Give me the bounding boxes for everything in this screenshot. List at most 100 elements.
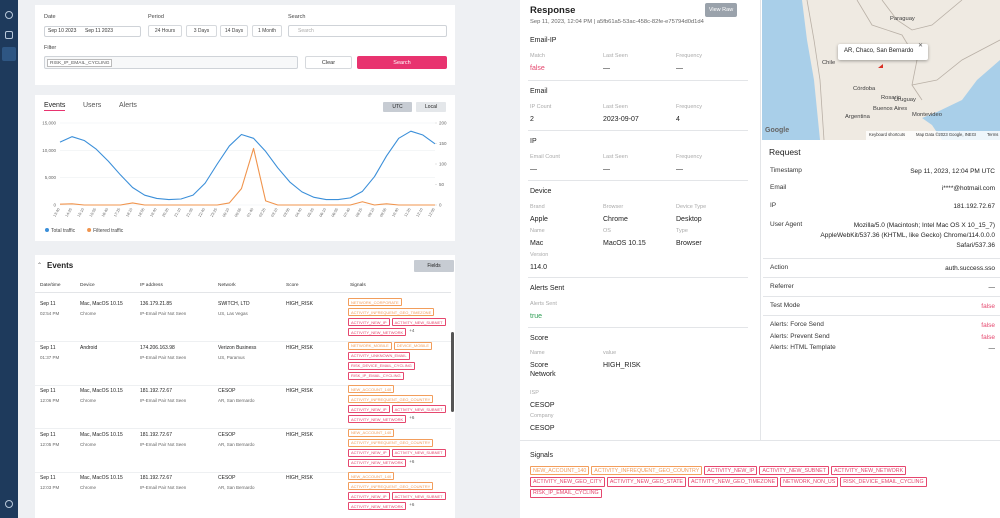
signal-tag: NEW_ACCOUNT_140 — [530, 466, 590, 476]
x-tick-label: 18:10 — [125, 208, 133, 218]
signal-tag: ACTIVITY_NEW_SUBNET — [391, 318, 446, 326]
date-input[interactable] — [44, 26, 141, 37]
field-label: Frequency — [676, 154, 702, 160]
view-raw-button[interactable]: View Raw — [705, 3, 737, 17]
request-value: false — [981, 334, 995, 341]
request-separator — [763, 315, 1000, 316]
field-label: Match — [530, 53, 545, 59]
signal-tag: ACTIVITY_UNKNOWN_EMAIL — [348, 351, 410, 360]
x-tick-label: 06:55 — [331, 208, 339, 218]
timezone-button[interactable]: UTC — [383, 102, 412, 112]
signal-tag: ACTIVITY_NEW_NETWORK — [830, 466, 907, 476]
map-label: Chile — [822, 60, 836, 66]
period-button[interactable]: 24 Hours — [148, 25, 182, 37]
event-time: 02:54 PM — [40, 311, 60, 316]
map-shortcuts[interactable]: Keyboard shortcuts — [869, 132, 906, 137]
event-device: Mac, MacOS 10.15 — [80, 431, 123, 438]
y2-tick-label: 100 — [439, 162, 447, 167]
legend-label: Total traffic — [51, 228, 76, 234]
signal-tag: RISK_IP_EMAIL_CYCLING — [348, 371, 404, 380]
more-signals: +6 — [409, 415, 415, 420]
clear-button[interactable]: Clear — [305, 56, 352, 69]
y-tick-label: 15,000 — [42, 121, 56, 126]
field-label: Device Type — [676, 204, 707, 210]
x-tick-label: 08:25 — [355, 208, 363, 218]
signal-tag: RISK_DEVICE_EMAIL_CYCLING — [348, 361, 415, 370]
signal-tag: NEW_ACCOUNT_140 — [348, 472, 395, 480]
y-tick-label: 5,000 — [45, 175, 57, 180]
request-label: Timestamp — [770, 167, 802, 174]
nav-icon[interactable] — [5, 11, 13, 19]
request-label: Alerts: HTML Template — [770, 344, 836, 351]
popup-close[interactable]: ✕ — [918, 43, 924, 49]
map-terms[interactable]: Terms — [987, 132, 999, 137]
field-value: CESOP — [530, 402, 555, 409]
map-label: Argentina — [845, 114, 870, 120]
filter-card — [35, 5, 455, 85]
map-attribution: Map Data ©2023 Google, INEGI — [916, 132, 977, 137]
map-marker[interactable] — [878, 64, 883, 68]
event-date: Sep 11 — [40, 475, 56, 481]
field-label: Last Seen — [603, 154, 628, 160]
field-value: — — [530, 166, 537, 173]
section-separator — [528, 80, 748, 81]
x-tick-label: 12:55 — [428, 208, 436, 218]
event-ip-note: IP-Email Pair Not Seen — [140, 354, 187, 360]
border — [806, 0, 825, 140]
field-label: Frequency — [676, 104, 702, 110]
x-tick-label: 06:10 — [319, 208, 327, 218]
nav-icon[interactable] — [5, 500, 13, 508]
chart-tab[interactable]: Events — [44, 102, 66, 111]
signal-list: NEW_ACCOUNT_140 ACTIVITY_INFREQUENT_GEO_C… — [530, 466, 955, 511]
nav-icon-active[interactable] — [2, 47, 16, 61]
field-value: 2023-09-07 — [603, 116, 639, 123]
fields-button[interactable]: Fields — [414, 260, 454, 272]
field-label: Alerts Sent — [530, 301, 557, 307]
map[interactable] — [762, 0, 1000, 140]
period-button[interactable]: 3 Days — [186, 25, 217, 37]
timezone-button[interactable]: Local — [416, 102, 446, 112]
search-button[interactable]: Search — [357, 56, 447, 69]
event-date: Sep 11 — [40, 388, 56, 394]
nav-icon[interactable] — [5, 31, 13, 39]
y2-tick-label: 50 — [439, 182, 445, 187]
chart-tab[interactable]: Alerts — [119, 102, 137, 109]
x-tick-label: 07:40 — [343, 208, 351, 218]
signal-tag: NETWORK_NON_US — [780, 477, 839, 487]
request-separator — [763, 258, 1000, 259]
date-from: Sep 10 2023 — [48, 28, 77, 34]
map-label: Montevideo — [912, 112, 942, 118]
event-date: Sep 11 — [40, 344, 56, 351]
period-button[interactable]: 14 Days — [220, 25, 248, 37]
column-header: Device — [80, 283, 95, 288]
field-label: ISP — [530, 390, 539, 396]
legend-label: Filtered traffic — [93, 228, 124, 234]
response-title: Response — [530, 5, 576, 16]
field-value: true — [530, 313, 543, 320]
field-label: value — [603, 350, 617, 356]
event-location: US, Las Vegas — [218, 311, 248, 316]
scrollbar[interactable] — [451, 332, 454, 412]
chart-tab[interactable]: Users — [83, 102, 102, 109]
events-title: Events — [47, 261, 74, 270]
field-label: IP Count — [530, 104, 552, 110]
x-tick-label: 05:25 — [307, 208, 315, 218]
signal-list: NEW_ACCOUNT_140 ACTIVITY_INFREQUENT_GEO_C… — [348, 428, 450, 469]
event-time: 12:03 PM — [40, 485, 60, 490]
section-title: IP — [530, 138, 537, 145]
signal-tag: ACTIVITY_NEW_IP — [348, 448, 390, 457]
x-tick-label: 14:25 — [65, 208, 73, 218]
x-tick-label: 11:25 — [404, 208, 412, 218]
event-browser: Chrome — [80, 398, 97, 403]
signal-tag: ACTIVITY_NEW_IP — [348, 405, 390, 413]
more-signals: +4 — [409, 328, 415, 333]
map-label: Córdoba — [853, 86, 876, 92]
search-input[interactable] — [288, 25, 447, 37]
section-separator — [528, 327, 748, 328]
y-tick-label: 0 — [53, 203, 56, 208]
column-header: Network — [218, 283, 236, 288]
x-tick-label: 15:10 — [77, 208, 85, 218]
event-network: Verizon Business — [218, 344, 257, 351]
period-button[interactable]: 1 Month — [252, 25, 282, 37]
signal-list: NEW_ACCOUNT_140 ACTIVITY_INFREQUENT_GEO_C… — [348, 385, 450, 425]
